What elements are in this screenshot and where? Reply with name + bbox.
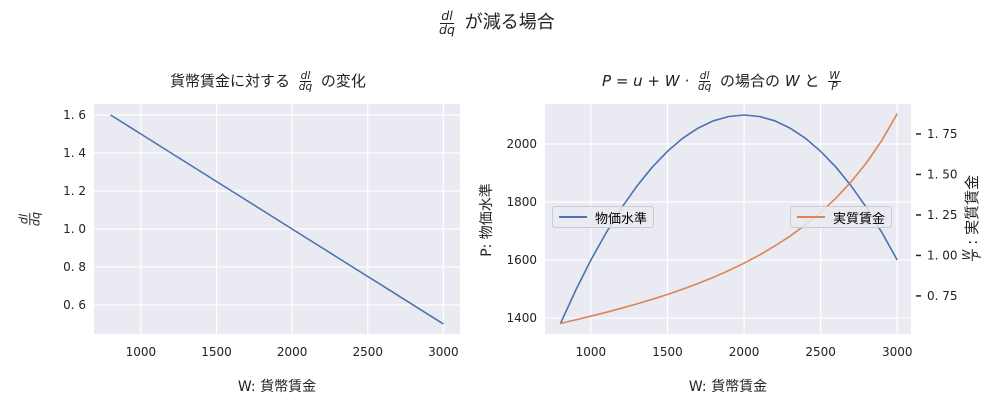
title-suffix: の変化 <box>320 72 366 90</box>
right-y-tick-label: 0. 75 <box>927 289 958 303</box>
frac-den: P <box>831 81 838 93</box>
left-xlabel: W: 貨幣賃金 <box>237 379 317 395</box>
title-formula: P = u + W · <box>602 72 690 90</box>
figure-title: dl dq が減る場合 <box>435 8 555 36</box>
x-tick-label: 2500 <box>805 345 836 359</box>
frac-num: dl <box>698 69 711 82</box>
title-fraction: dl dq <box>697 69 712 93</box>
y-tick-label: 1400 <box>506 311 537 325</box>
x-tick-label: 1000 <box>126 345 157 359</box>
title-w: W <box>784 72 800 90</box>
frac-den: dq <box>439 21 455 37</box>
x-tick-label: 3000 <box>882 345 913 359</box>
frac-num: dl <box>299 69 312 82</box>
title-suffix: が減る場合 <box>464 12 555 33</box>
title-prefix: 貨幣賃金に対する <box>170 72 291 90</box>
frac-den: dq <box>29 211 43 227</box>
y-tick-label: 1. 6 <box>63 108 86 122</box>
x-tick-label: 1000 <box>576 345 607 359</box>
right-ylabel: P: 物価水準 <box>479 183 495 257</box>
x-tick-label: 3000 <box>428 345 459 359</box>
title-fraction: dl dq <box>298 69 313 93</box>
x-tick-label: 1500 <box>201 345 232 359</box>
right-y-tick-label: 1. 25 <box>927 208 958 222</box>
series-line-0 <box>110 114 444 325</box>
legend-label: 物価水準 <box>595 211 648 227</box>
x-tick-label: 2000 <box>729 345 760 359</box>
left-ylabel: dl dq <box>17 208 43 230</box>
y-tick-label: 0. 6 <box>63 298 86 312</box>
frac-den: dq <box>697 81 712 93</box>
x-tick-label: 2500 <box>352 345 383 359</box>
legend-price-level: 物価水準 <box>552 206 655 228</box>
frac-num: W <box>828 69 841 82</box>
y-tick-label: 1. 2 <box>63 184 86 198</box>
frac-den: P <box>971 251 984 259</box>
right-xlabel: W: 貨幣賃金 <box>688 379 768 395</box>
legend-swatch <box>797 216 825 218</box>
frac-num: dl <box>440 7 454 24</box>
frac-den: dq <box>298 81 313 93</box>
y-tick-label: 1600 <box>506 253 537 267</box>
y-tick-label: 2000 <box>506 137 537 151</box>
y-tick-label: 0. 8 <box>63 260 86 274</box>
legend-label: 実質賃金 <box>833 211 886 227</box>
title-mid: の場合の <box>720 72 781 90</box>
right-y-tick-label: 1. 75 <box>927 127 958 141</box>
ylabel-fraction: dl dq <box>17 211 43 227</box>
ylabel-suffix: : 実質賃金 <box>962 174 981 245</box>
right-y-tick-label: 1. 00 <box>927 248 958 262</box>
series-line-1 <box>560 113 898 325</box>
y-tick-label: 1800 <box>506 195 537 209</box>
y-tick-label: 1. 4 <box>63 146 86 160</box>
right-y-tick-label: 1. 50 <box>927 167 958 181</box>
y-tick-label: 1. 0 <box>63 222 86 236</box>
title-fraction: dl dq <box>439 7 455 37</box>
left-chart-title: 貨幣賃金に対する dl dq の変化 <box>170 70 366 93</box>
title-and: と <box>804 72 820 90</box>
x-tick-label: 1500 <box>652 345 683 359</box>
x-tick-label: 2000 <box>277 345 308 359</box>
legend-real-wage: 実質賃金 <box>790 206 893 228</box>
legend-swatch <box>559 216 587 218</box>
